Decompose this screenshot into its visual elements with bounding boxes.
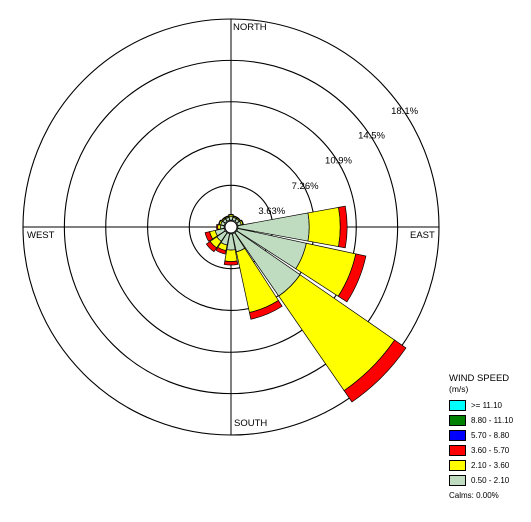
direction-label-north: NORTH xyxy=(233,22,267,33)
legend-swatch-1 xyxy=(449,400,466,411)
petal-NNE-bin-3 xyxy=(232,215,238,219)
direction-label-south: SOUTH xyxy=(234,418,267,429)
legend-row-5: 2.10 - 3.60 xyxy=(449,458,529,473)
petal-E-bin-4 xyxy=(307,206,341,248)
legend-swatch-3 xyxy=(449,430,466,441)
legend-label-2: 8.80 - 11.10 xyxy=(471,416,514,425)
petal-NE-bin-3 xyxy=(236,216,242,222)
petal-NNW-bin-3 xyxy=(224,215,230,219)
legend-title: WIND SPEED xyxy=(449,373,510,384)
petal-E-bin-3 xyxy=(338,205,348,249)
ring-label-2: 7.26% xyxy=(292,181,319,192)
legend-swatch-4 xyxy=(449,445,466,456)
petal-SSE-bin-3 xyxy=(248,299,283,320)
legend-label-4: 3.60 - 5.70 xyxy=(471,446,510,455)
direction-label-west: WEST xyxy=(27,230,55,241)
legend-row-3: 5.70 - 8.80 xyxy=(449,428,529,443)
rose-hub xyxy=(224,220,238,234)
petal-WNW-bin-3 xyxy=(218,219,222,225)
petal-W-bin-3 xyxy=(216,223,219,231)
legend-label-6: 0.50 - 2.10 xyxy=(471,476,510,485)
legend-label-1: >= 11.10 xyxy=(471,401,502,410)
ring-label-1: 3.63% xyxy=(258,206,285,217)
petal-S-bin-3 xyxy=(223,260,239,266)
legend-row-6: 0.50 - 2.10 xyxy=(449,473,529,488)
ring-percent-labels: 3.63% 7.26% 10.9% 14.5% 18.1% xyxy=(258,106,418,217)
calms-label: Calms: 0.00% xyxy=(449,491,499,500)
wind-speed-legend: WIND SPEED (m/s) >= 11.10 8.80 - 11.10 5.7… xyxy=(449,373,529,500)
petal-WSW-bin-3 xyxy=(204,231,214,242)
legend-row-1: >= 11.10 xyxy=(449,398,529,413)
petal-ENE-bin-3 xyxy=(240,219,244,225)
petal-S-bin-4 xyxy=(224,249,238,262)
legend-swatch-6 xyxy=(449,475,466,486)
legend-row-2: 8.80 - 11.10 xyxy=(449,413,529,428)
legend-row-4: 3.60 - 5.70 xyxy=(449,443,529,458)
direction-label-east: EAST xyxy=(410,230,435,241)
wind-petals xyxy=(204,205,407,403)
petal-SW-bin-3 xyxy=(205,240,218,253)
legend-swatch-2 xyxy=(449,415,466,426)
legend-label-5: 2.10 - 3.60 xyxy=(471,461,510,470)
petal-N-bin-3 xyxy=(228,213,234,216)
petal-NW-bin-3 xyxy=(220,216,226,222)
petal-ESE-bin-3 xyxy=(337,253,367,303)
ring-label-5: 18.1% xyxy=(391,106,418,117)
legend-units: (m/s) xyxy=(449,384,469,394)
petal-SE-bin-3 xyxy=(343,339,407,403)
petal-SSW-bin-3 xyxy=(215,246,227,255)
legend-swatch-5 xyxy=(449,460,466,471)
ring-label-3: 10.9% xyxy=(325,156,352,167)
legend-label-3: 5.70 - 8.80 xyxy=(471,431,510,440)
ring-label-4: 14.5% xyxy=(358,131,385,142)
